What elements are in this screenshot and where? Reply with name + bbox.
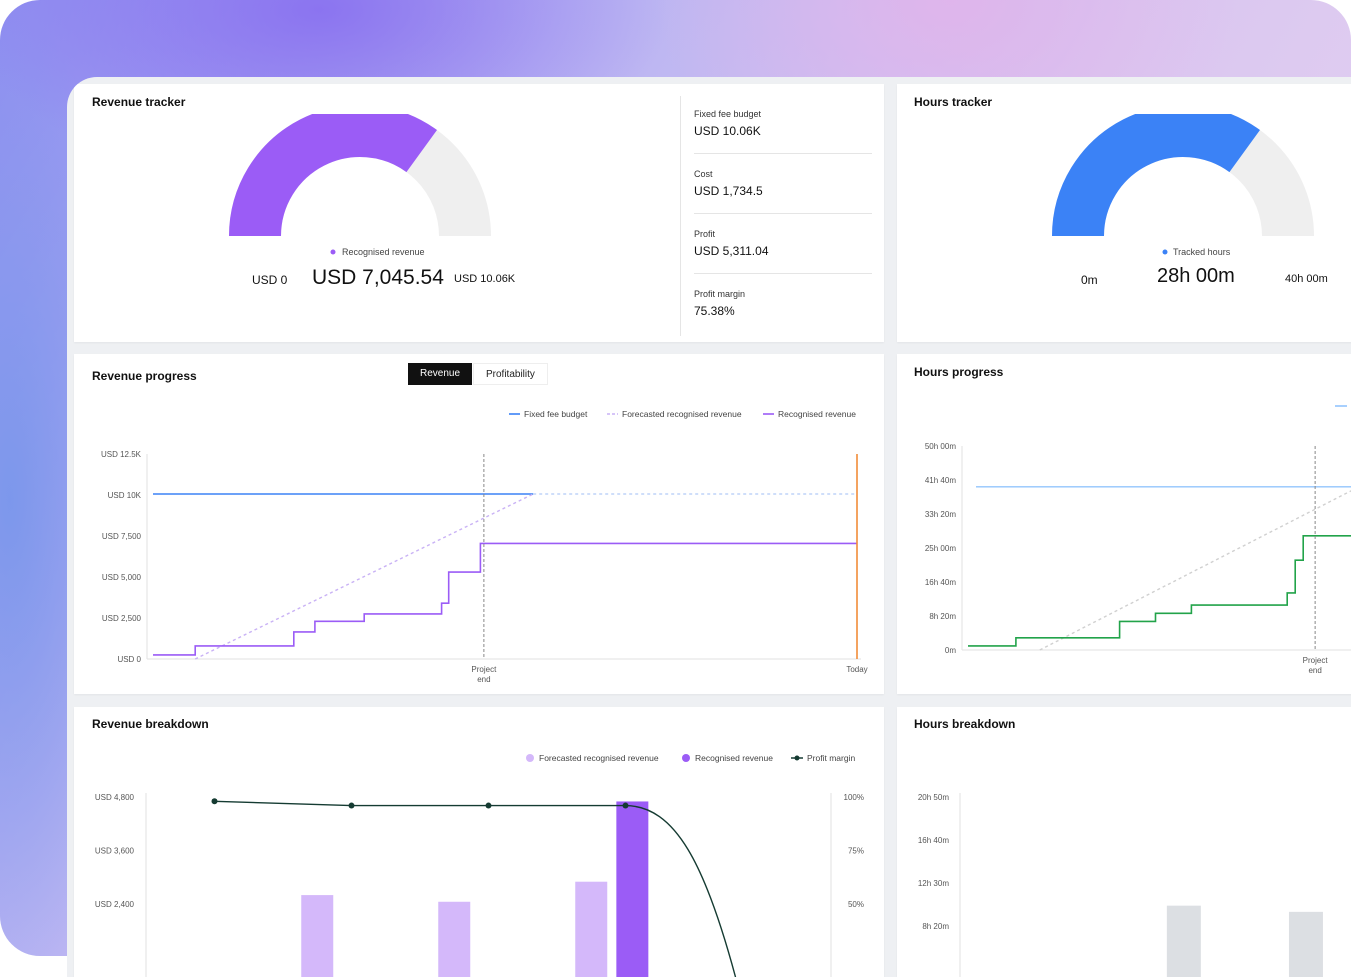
revenue-progress-chart: USD 12.5K USD 10K USD 7,500 USD 5,000 USD 2,… <box>101 409 868 684</box>
bar <box>1288 911 1323 977</box>
revenue-gauge-fill <box>229 114 437 237</box>
dashboard-frame: Revenue tracker Recognised revenue USD 0… <box>67 77 1351 977</box>
stat-label-cost: Cost <box>694 169 713 179</box>
revenue-breakdown-chart: USD 4,800 USD 3,600 USD 2,400 100% 75% 50% For… <box>95 753 864 977</box>
stat-label-fixed-fee: Fixed fee budget <box>694 109 762 119</box>
revenue-tracker-title: Revenue tracker <box>92 95 186 109</box>
hours-tracker-title: Hours tracker <box>914 95 993 109</box>
stat-label-profit: Profit <box>694 229 716 239</box>
y-tick-label: 16h 40m <box>918 836 949 845</box>
y2-tick-label: 75% <box>848 847 864 856</box>
legend-label: Fixed fee budget <box>524 409 588 419</box>
revenue-breakdown-card: Revenue breakdown USD 4,800 USD 3,600 USD … <box>74 707 884 977</box>
legend-label: Forecasted recognised revenue <box>622 409 742 419</box>
profit-margin-point <box>622 802 629 809</box>
stat-value-profit-margin: 75.38% <box>694 304 735 318</box>
y-tick-label: 25h 00m <box>925 544 956 553</box>
hours-breakdown-title: Hours breakdown <box>914 717 1016 731</box>
stat-divider <box>694 213 872 214</box>
y-tick-label: 33h 20m <box>925 510 956 519</box>
bar <box>575 881 608 977</box>
legend-label: Recognised revenue <box>695 753 773 763</box>
stat-value-profit: USD 5,311.04 <box>694 244 769 258</box>
hours-gauge: Tracked hours 0m 28h 00m 40h 00m <box>1052 114 1328 287</box>
series-line <box>968 535 1351 647</box>
revenue-stats-divider-vertical <box>680 96 681 336</box>
revenue-gauge-min: USD 0 <box>252 273 288 287</box>
x-marker-label: end <box>1308 666 1321 675</box>
y-tick-label: USD 3,600 <box>95 847 135 856</box>
stat-value-cost: USD 1,734.5 <box>694 184 763 198</box>
revenue-gauge: Recognised revenue USD 0 USD 7,045.54 US… <box>229 114 516 289</box>
hours-progress-chart: 50h 00m 41h 40m 33h 20m 25h 00m 16h 40m 8h 20… <box>925 405 1351 675</box>
legend-dot <box>526 754 534 762</box>
tab-revenue[interactable]: Revenue <box>408 363 473 385</box>
y-tick-label: USD 10K <box>108 491 142 500</box>
x-marker-label: Project <box>1303 656 1329 665</box>
stat-divider <box>694 273 872 274</box>
bar <box>301 895 334 977</box>
series-line <box>194 493 534 660</box>
y-tick-label: USD 5,000 <box>102 573 142 582</box>
hours-breakdown-card: Hours breakdown 20h 50m 16h 40m 12h 30m 8h … <box>897 707 1351 977</box>
revenue-legend-label: Recognised revenue <box>342 247 425 257</box>
x-marker-label: Project <box>471 665 497 674</box>
revenue-gauge-max: USD 10.06K <box>454 273 516 285</box>
y-tick-label: 16h 40m <box>925 578 956 587</box>
bar <box>1166 905 1201 977</box>
y-tick-label: 8h 20m <box>929 612 956 621</box>
revenue-progress-title: Revenue progress <box>92 369 197 383</box>
y-tick-label: USD 2,500 <box>102 614 142 623</box>
hours-gauge-value: 28h 00m <box>1157 265 1235 287</box>
hours-breakdown-chart: 20h 50m 16h 40m 12h 30m 8h 20m <box>918 793 1323 977</box>
profit-margin-point <box>348 802 355 809</box>
y-tick-label: USD 12.5K <box>101 450 142 459</box>
hours-progress-title: Hours progress <box>914 365 1004 379</box>
series-line <box>153 542 857 656</box>
hours-progress-card: Hours progress 50h 00m 41h 40m 33h 20m 25h … <box>897 354 1351 694</box>
legend-label: Recognised revenue <box>778 409 856 419</box>
profit-margin-point <box>211 798 218 805</box>
legend-label: Profit margin <box>807 753 855 763</box>
profit-margin-line <box>214 800 737 977</box>
series-line <box>1039 490 1351 651</box>
legend-dot <box>794 755 800 761</box>
revenue-tracker-card: Revenue tracker Recognised revenue USD 0… <box>74 84 884 342</box>
revenue-breakdown-title: Revenue breakdown <box>92 717 209 731</box>
stat-divider <box>694 153 872 154</box>
hours-gauge-min: 0m <box>1081 273 1098 287</box>
y-tick-label: 41h 40m <box>925 476 956 485</box>
bar <box>616 801 649 977</box>
hours-legend-dot <box>1162 249 1168 255</box>
profit-margin-point <box>485 802 492 809</box>
y-tick-label: USD 4,800 <box>95 793 135 802</box>
revenue-gauge-value: USD 7,045.54 <box>312 266 444 289</box>
y2-tick-label: 100% <box>844 793 864 802</box>
y-tick-label: 0m <box>945 646 956 655</box>
y-tick-label: 50h 00m <box>925 442 956 451</box>
y-tick-label: 8h 20m <box>922 922 949 931</box>
hours-gauge-fill <box>1052 114 1260 237</box>
revenue-progress-card: Revenue progress Revenue Profitability U… <box>74 354 884 694</box>
stat-value-fixed-fee: USD 10.06K <box>694 124 761 138</box>
y-tick-label: USD 0 <box>117 655 141 664</box>
x-marker-label: end <box>477 675 490 684</box>
hours-legend-label: Tracked hours <box>1173 247 1231 257</box>
hours-gauge-max: 40h 00m <box>1285 273 1328 285</box>
legend-label: Forecasted recognised revenue <box>539 753 659 763</box>
y-tick-label: 12h 30m <box>918 879 949 888</box>
tab-profitability[interactable]: Profitability <box>473 363 548 385</box>
hours-tracker-card: Hours tracker Tracked hours 0m 28h 00m 4… <box>897 84 1351 342</box>
x-marker-label: Today <box>846 665 867 674</box>
y-tick-label: 20h 50m <box>918 793 949 802</box>
stat-label-profit-margin: Profit margin <box>694 289 746 299</box>
revenue-legend-dot <box>330 249 336 255</box>
bar <box>438 901 471 977</box>
legend-dot <box>682 754 690 762</box>
y2-tick-label: 50% <box>848 900 864 909</box>
y-tick-label: USD 7,500 <box>102 532 142 541</box>
y-tick-label: USD 2,400 <box>95 900 135 909</box>
